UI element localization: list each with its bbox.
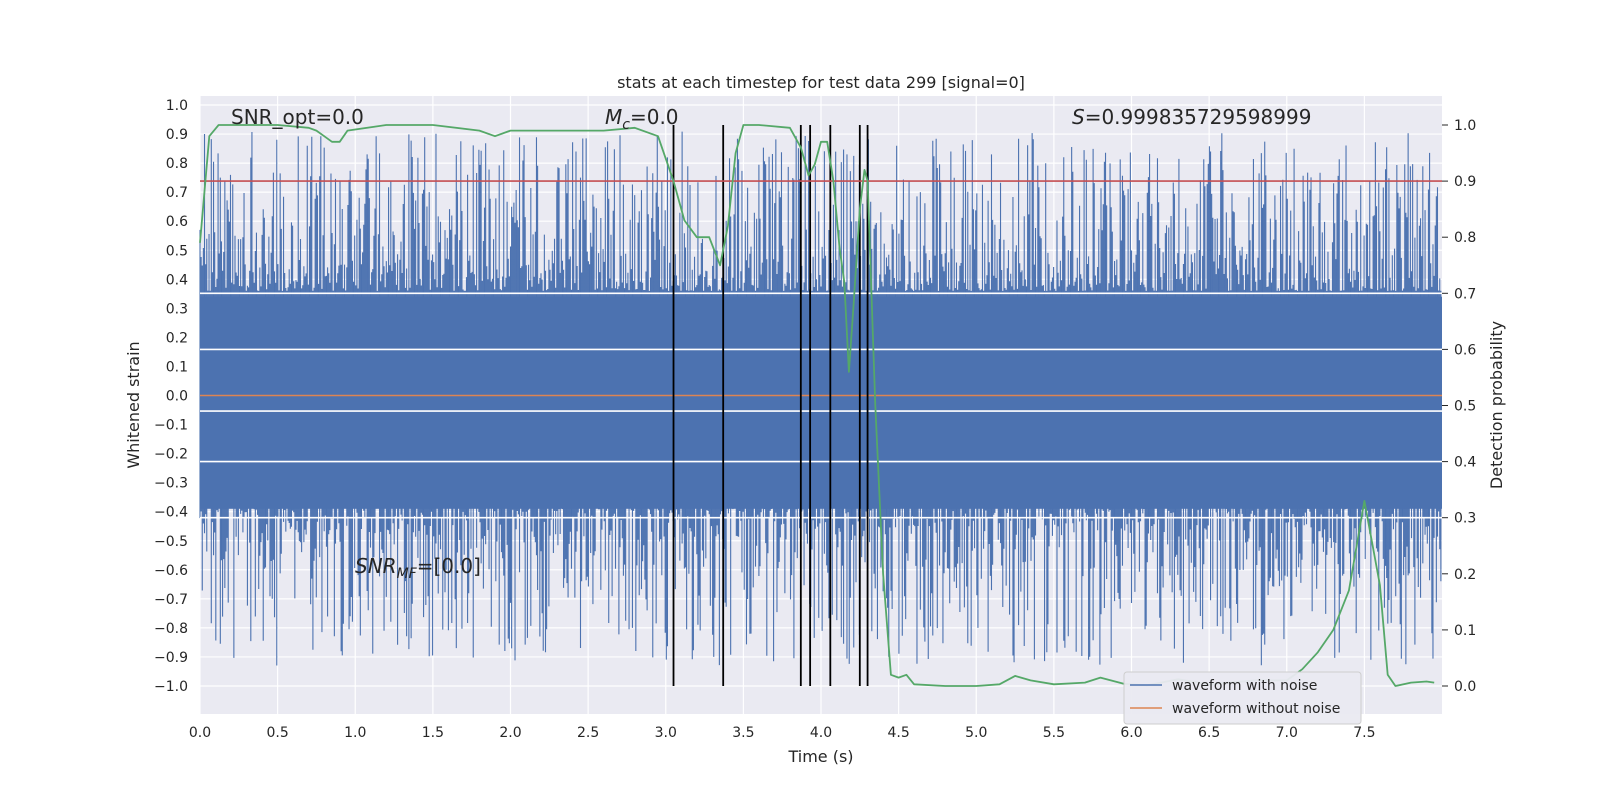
y-tick-label: −0.1 xyxy=(154,418,188,434)
y-tick-label: −0.7 xyxy=(154,592,188,608)
y-right-tick-label: 0.4 xyxy=(1454,455,1476,471)
y-tick-label: 0.6 xyxy=(166,214,188,230)
annotation-snr-mf: SNRMF=[0.0] xyxy=(355,554,481,582)
annotation-score-value: =0.999835729598999 xyxy=(1085,105,1312,129)
annotation-snr-mf-subscript: MF xyxy=(397,566,418,582)
x-tick-label: 3.0 xyxy=(655,725,677,741)
x-tick-label: 4.5 xyxy=(887,725,909,741)
y-right-tick-label: 0.1 xyxy=(1454,623,1476,639)
y-tick-label: −1.0 xyxy=(154,679,188,695)
vertical-markers xyxy=(672,125,869,686)
annotation-snr-mf-value: =[0.0] xyxy=(417,554,481,578)
x-tick-label: 1.5 xyxy=(422,725,444,741)
y-right-tick-label: 0.5 xyxy=(1454,399,1476,415)
legend-label-clean: waveform without noise xyxy=(1172,701,1340,717)
x-tick-label: 6.0 xyxy=(1120,725,1142,741)
y-tick-label: 0.2 xyxy=(166,330,188,346)
x-axis-label: Time (s) xyxy=(787,747,853,766)
y-right-tick-label: 0.0 xyxy=(1454,679,1476,695)
y-tick-label: −0.9 xyxy=(154,650,188,666)
y-right-tick-label: 0.7 xyxy=(1454,286,1476,302)
annotation-score: S=0.999835729598999 xyxy=(1072,105,1311,129)
annotation-chirp-mass-value: =0.0 xyxy=(630,105,679,129)
y-tick-label: −0.2 xyxy=(154,447,188,463)
annotation-chirp-mass: Mc=0.0 xyxy=(605,105,679,133)
y-tick-label: 0.1 xyxy=(166,359,188,375)
y-tick-label: 0.9 xyxy=(166,127,188,143)
y-tick-label: 0.4 xyxy=(166,272,188,288)
y-tick-label: 0.0 xyxy=(166,389,188,405)
y-tick-label: 0.5 xyxy=(166,243,188,259)
annotation-chirp-mass-symbol: M xyxy=(605,105,622,129)
x-tick-label: 5.5 xyxy=(1043,725,1065,741)
legend-box xyxy=(1123,671,1362,725)
y-tick-label: −0.3 xyxy=(154,476,188,492)
y-right-tick-label: 0.6 xyxy=(1454,342,1476,358)
y-tick-label: −0.5 xyxy=(154,534,188,550)
x-tick-label: 7.5 xyxy=(1353,725,1375,741)
y-right-tick-label: 0.9 xyxy=(1454,174,1476,190)
y-tick-label: −0.6 xyxy=(154,563,188,579)
x-tick-label: 3.5 xyxy=(732,725,754,741)
annotation-snr-opt: SNR_opt=0.0 xyxy=(231,105,364,129)
y-tick-label: −0.4 xyxy=(154,505,188,521)
y-right-tick-label: 0.2 xyxy=(1454,567,1476,583)
y-right-tick-label: 0.8 xyxy=(1454,230,1476,246)
y-right-axis-label: Detection probability xyxy=(1487,321,1506,489)
x-tick-label: 5.0 xyxy=(965,725,987,741)
x-tick-label: 0.5 xyxy=(266,725,288,741)
y-tick-label: 0.7 xyxy=(166,185,188,201)
y-tick-label: 0.8 xyxy=(166,156,188,172)
x-tick-label: 7.0 xyxy=(1276,725,1298,741)
y-tick-labels: 1.0 0.9 0.8 0.7 0.6 0.5 0.4 0.3 0.2 0.1 0.0 −0.1 −0.… xyxy=(154,98,188,695)
y-right-tick-label: 1.0 xyxy=(1454,118,1476,134)
chart-title: stats at each timestep for test data 299… xyxy=(617,73,1025,92)
annotation-snr-mf-symbol: SNR xyxy=(355,554,397,578)
x-tick-label: 1.0 xyxy=(344,725,366,741)
x-tick-label: 4.0 xyxy=(810,725,832,741)
y-tick-label: 1.0 xyxy=(166,98,188,114)
annotation-score-symbol: S xyxy=(1072,105,1085,129)
x-tick-label: 2.0 xyxy=(499,725,521,741)
x-tick-label: 2.5 xyxy=(577,725,599,741)
x-tick-label: 0.0 xyxy=(189,725,211,741)
y-right-tick-label: 0.3 xyxy=(1454,511,1476,527)
x-tick-labels: 0.0 0.5 1.0 1.5 2.0 2.5 3.0 3.5 4.0 4.5 5.0 5.5 6.0 6… xyxy=(189,725,1376,741)
y-tick-label: −0.8 xyxy=(154,621,188,637)
legend-label-noise: waveform with noise xyxy=(1172,678,1317,694)
y-tick-label: 0.3 xyxy=(166,301,188,317)
y-axis-label: Whitened strain xyxy=(124,341,143,468)
white-horizontal-lines xyxy=(200,292,1442,519)
x-tick-label: 6.5 xyxy=(1198,725,1220,741)
series-waveform-with-noise xyxy=(199,131,1442,666)
y-right-tick-labels: 1.0 0.9 0.8 0.7 0.6 0.5 0.4 0.3 0.2 0.1 0.0 xyxy=(1442,118,1476,695)
annotation-chirp-mass-subscript: c xyxy=(622,117,630,133)
legend: waveform with noise waveform without noi… xyxy=(1123,671,1362,725)
